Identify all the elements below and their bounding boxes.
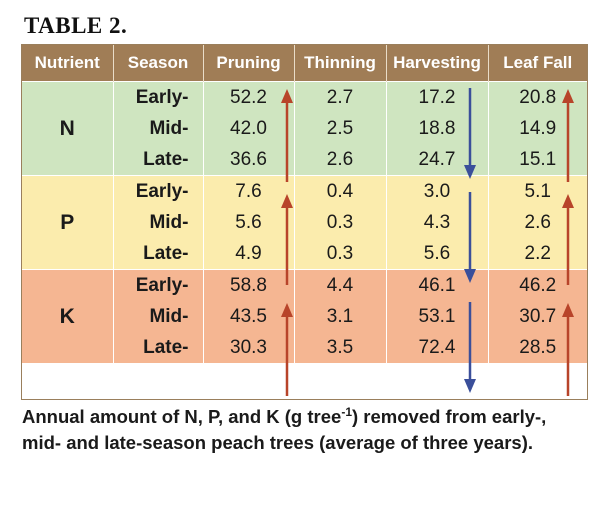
pruning-cell: 5.6 [203,207,295,238]
pruning-cell: 7.6 [203,175,295,207]
pruning-cell: 52.2 [203,81,295,113]
leaf-fall-cell: 14.9 [488,113,587,144]
caption-text-start: Annual amount of N, P, and K (g tree [22,406,342,427]
harvesting-cell: 46.1 [386,269,489,301]
season-cell: Mid- [113,113,204,144]
leaf-fall-cell: 15.1 [488,144,587,176]
header-harvesting: Harvesting [386,45,489,82]
table-row: P Early- 7.6 0.4 3.0 5.1 [22,175,587,270]
season-cell: Mid- [113,301,204,332]
nutrient-table: Nutrient Season Pruning Thinning Harvest… [22,45,587,363]
thinning-cell: 3.1 [294,301,387,332]
thinning-cell: 4.4 [294,269,387,301]
table-title: TABLE 2. [24,13,128,38]
header-thinning: Thinning [294,45,387,82]
harvesting-cell: 3.0 [386,175,489,207]
leaf-fall-cell: 46.2 [488,269,587,301]
thinning-cell: 2.5 [294,113,387,144]
thinning-cell: 0.4 [294,175,387,207]
caption-text-end: ) removed from early-, mid- and late-sea… [22,406,547,453]
season-cell: Early- [113,269,204,301]
table-row: N Early- 52.2 2.7 17.2 20.8 [22,81,587,176]
caption-superscript: -1 [341,404,352,419]
harvesting-cell: 4.3 [386,207,489,238]
thinning-cell: 3.5 [294,332,387,363]
season-cell: Early- [113,175,204,207]
pruning-cell: 42.0 [203,113,295,144]
season-cell: Early- [113,81,204,113]
season-cell: Late- [113,332,204,363]
pruning-cell: 4.9 [203,238,295,270]
nutrient-label-p: P [22,175,114,270]
leaf-fall-cell: 30.7 [488,301,587,332]
header-leaf-fall: Leaf Fall [488,45,587,82]
leaf-fall-cell: 28.5 [488,332,587,363]
nutrient-label-k: K [22,269,114,363]
table-row: Mid- 42.0 2.5 18.8 14.9 [22,113,587,144]
table-caption: Annual amount of N, P, and K (g tree-1) … [22,404,582,456]
thinning-cell: 0.3 [294,238,387,270]
leaf-fall-cell: 20.8 [488,81,587,113]
harvesting-cell: 53.1 [386,301,489,332]
table-row: K Early- 58.8 4.4 46.1 46.2 [22,269,587,363]
header-pruning: Pruning [203,45,295,82]
table-row: Late- 30.3 3.5 72.4 28.5 [22,332,587,363]
pruning-cell: 30.3 [203,332,295,363]
season-cell: Late- [113,238,204,270]
harvesting-cell: 24.7 [386,144,489,176]
leaf-fall-cell: 5.1 [488,175,587,207]
season-cell: Mid- [113,207,204,238]
thinning-cell: 2.6 [294,144,387,176]
pruning-cell: 36.6 [203,144,295,176]
header-season: Season [113,45,204,82]
header-row: Nutrient Season Pruning Thinning Harvest… [22,45,587,82]
table-row: Mid- 5.6 0.3 4.3 2.6 [22,207,587,238]
header-nutrient: Nutrient [22,45,114,82]
table-frame [21,44,588,400]
pruning-cell: 58.8 [203,269,295,301]
leaf-fall-cell: 2.2 [488,238,587,270]
thinning-cell: 0.3 [294,207,387,238]
harvesting-cell: 18.8 [386,113,489,144]
season-cell: Late- [113,144,204,176]
harvesting-cell: 17.2 [386,81,489,113]
thinning-cell: 2.7 [294,81,387,113]
leaf-fall-cell: 2.6 [488,207,587,238]
pruning-cell: 43.5 [203,301,295,332]
harvesting-cell: 72.4 [386,332,489,363]
nutrient-label-n: N [22,81,114,176]
harvesting-cell: 5.6 [386,238,489,270]
